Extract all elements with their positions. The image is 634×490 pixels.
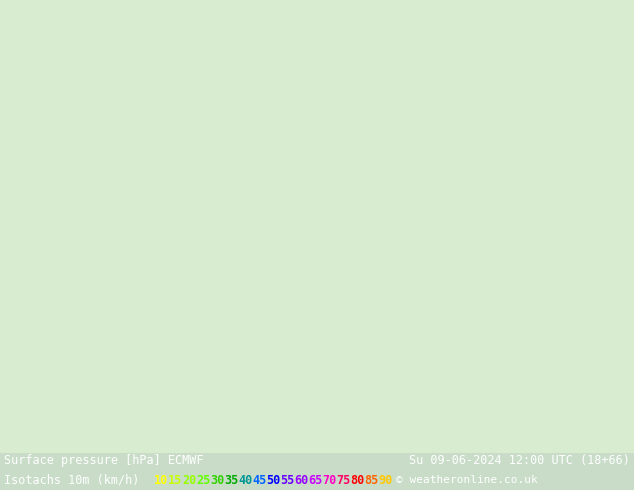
Text: Su 09-06-2024 12:00 UTC (18+66): Su 09-06-2024 12:00 UTC (18+66) — [409, 454, 630, 467]
Text: 60: 60 — [294, 474, 308, 487]
Text: 50: 50 — [266, 474, 280, 487]
Text: © weatheronline.co.uk: © weatheronline.co.uk — [396, 475, 538, 485]
Text: Surface pressure [hPa] ECMWF: Surface pressure [hPa] ECMWF — [4, 454, 204, 467]
Text: 20: 20 — [182, 474, 197, 487]
Text: 35: 35 — [224, 474, 238, 487]
Text: 85: 85 — [364, 474, 378, 487]
Text: 80: 80 — [350, 474, 365, 487]
Text: 55: 55 — [280, 474, 294, 487]
Text: 10: 10 — [154, 474, 168, 487]
Text: 40: 40 — [238, 474, 252, 487]
Text: 15: 15 — [168, 474, 182, 487]
Text: 90: 90 — [378, 474, 392, 487]
Text: 65: 65 — [308, 474, 322, 487]
Text: Isotachs 10m (km/h): Isotachs 10m (km/h) — [4, 474, 139, 487]
Text: 70: 70 — [322, 474, 336, 487]
Text: 30: 30 — [210, 474, 224, 487]
Text: 25: 25 — [196, 474, 210, 487]
Text: 75: 75 — [336, 474, 350, 487]
Text: 45: 45 — [252, 474, 266, 487]
